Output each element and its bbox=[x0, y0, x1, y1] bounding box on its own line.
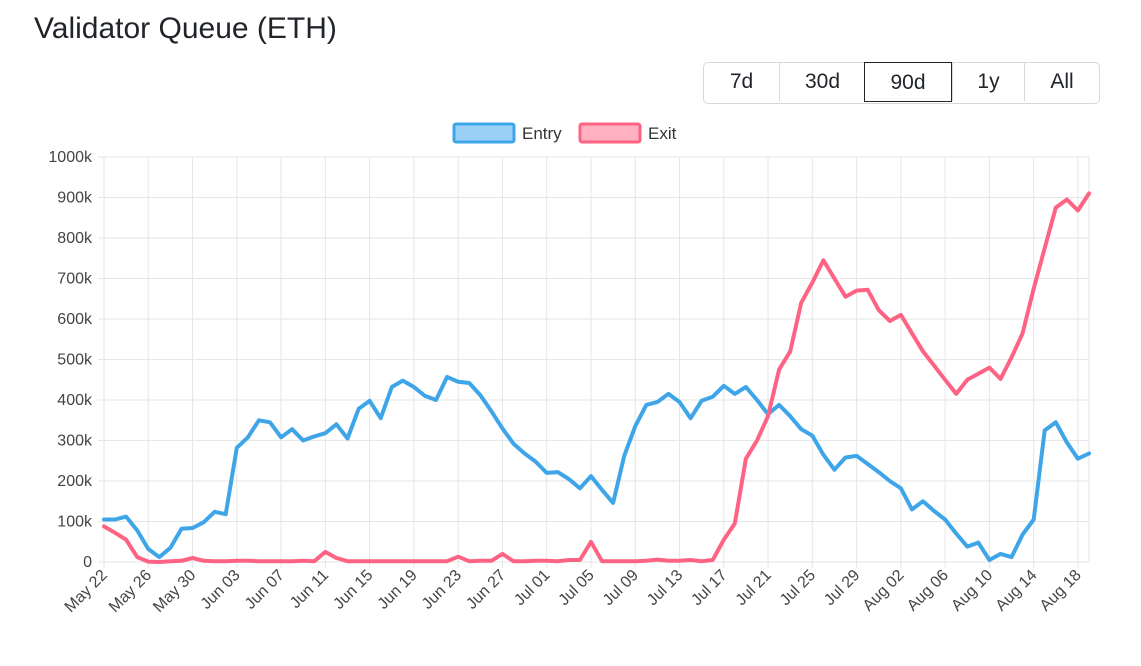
y-tick-label: 800k bbox=[57, 230, 93, 247]
page-title: Validator Queue (ETH) bbox=[34, 12, 337, 45]
series-line-entry bbox=[102, 374, 1091, 562]
y-tick-label: 200k bbox=[57, 473, 93, 490]
y-tick-label: 500k bbox=[57, 352, 93, 369]
x-tick-label: Jul 29 bbox=[821, 567, 863, 609]
x-tick-label: Jul 21 bbox=[733, 567, 775, 609]
y-tick-label: 300k bbox=[57, 433, 93, 450]
range-30d-button[interactable]: 30d bbox=[779, 63, 865, 101]
x-tick-label: Jul 17 bbox=[688, 567, 730, 609]
x-tick-label: Jun 07 bbox=[242, 567, 288, 613]
x-tick-label: Jun 19 bbox=[375, 567, 421, 613]
x-tick-label: Jul 05 bbox=[556, 567, 598, 609]
legend-swatch-entry[interactable] bbox=[452, 122, 516, 144]
legend-label-exit[interactable]: Exit bbox=[648, 124, 677, 143]
x-tick-label: Aug 14 bbox=[993, 567, 1041, 615]
x-tick-label: Aug 18 bbox=[1037, 567, 1085, 615]
y-tick-label: 1000k bbox=[48, 149, 93, 166]
range-selector: 7d 30d 90d 1y All bbox=[703, 62, 1100, 104]
range-7d-button[interactable]: 7d bbox=[729, 70, 754, 93]
x-tick-label: Jul 01 bbox=[511, 567, 553, 609]
x-tick-label: Jul 13 bbox=[644, 567, 686, 609]
y-tick-label: 900k bbox=[57, 190, 93, 207]
x-tick-label: May 30 bbox=[150, 567, 199, 616]
x-tick-label: May 26 bbox=[106, 567, 155, 616]
range-1y-button[interactable]: 1y bbox=[952, 63, 1024, 101]
y-tick-label: 100k bbox=[57, 514, 93, 531]
x-tick-label: Jul 25 bbox=[777, 567, 819, 609]
x-tick-label: Jun 23 bbox=[419, 567, 465, 613]
legend-label-entry[interactable]: Entry bbox=[522, 124, 562, 143]
x-tick-label: Aug 10 bbox=[948, 567, 996, 615]
x-tick-label: Aug 02 bbox=[860, 567, 908, 615]
x-tick-label: Jul 09 bbox=[600, 567, 642, 609]
legend-swatch-exit[interactable] bbox=[578, 122, 642, 144]
x-tick-label: May 22 bbox=[62, 567, 111, 616]
x-tick-label: Jun 15 bbox=[330, 567, 376, 613]
x-tick-label: Aug 06 bbox=[904, 567, 952, 615]
y-tick-label: 400k bbox=[57, 392, 93, 409]
y-tick-label: 700k bbox=[57, 271, 93, 288]
range-all-button[interactable]: All bbox=[1024, 63, 1099, 101]
y-tick-label: 0 bbox=[83, 554, 92, 571]
x-tick-label: Jun 27 bbox=[463, 567, 509, 613]
y-tick-label: 600k bbox=[57, 311, 93, 328]
x-tick-label: Jun 03 bbox=[198, 567, 244, 613]
series-line-exit bbox=[102, 191, 1091, 564]
range-90d-button[interactable]: 90d bbox=[864, 62, 952, 102]
x-tick-label: Jun 11 bbox=[287, 567, 332, 612]
